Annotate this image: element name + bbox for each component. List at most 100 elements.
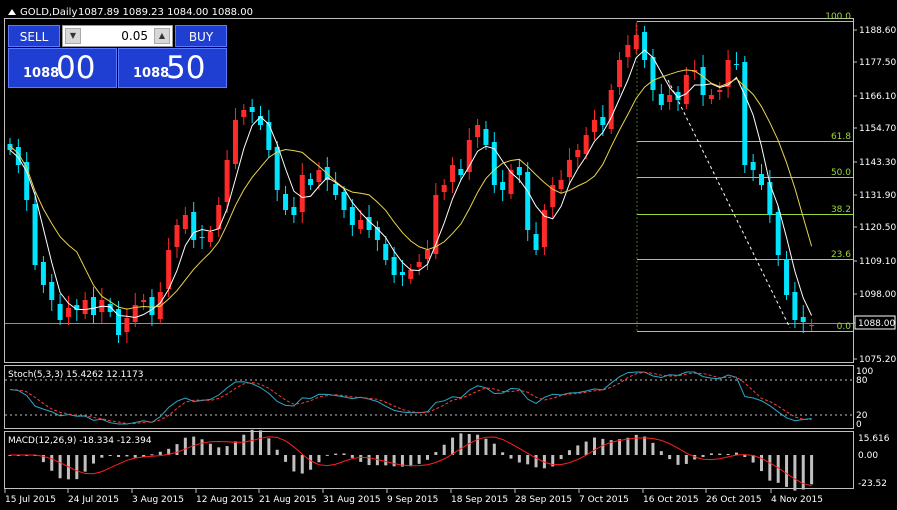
candle-body (391, 257, 397, 275)
macd-histogram-bar (41, 455, 45, 463)
candle-body (592, 120, 597, 132)
candle-body (166, 250, 172, 289)
macd-histogram-bar (359, 455, 363, 462)
price-tick-label: 1177.50 (859, 58, 896, 68)
price-tick-label: 1120.50 (859, 223, 896, 233)
sell-price[interactable]: 1088 00 (8, 48, 117, 88)
candle-body (408, 270, 414, 279)
date-tick-label: 4 Nov 2015 (771, 495, 823, 505)
fibo-level-label: 0.0 (837, 322, 852, 332)
macd-histogram-bar (509, 455, 513, 459)
lot-decrease-icon[interactable]: ▼ (65, 28, 81, 44)
buy-price-main: 1088 (133, 66, 170, 81)
candle-body (40, 262, 46, 285)
macd-histogram-bar (434, 452, 438, 455)
macd-histogram-bar (142, 455, 146, 457)
macd-histogram-bar (668, 455, 672, 460)
date-tick-label: 24 Jul 2015 (68, 495, 119, 505)
main-chart-frame (4, 18, 854, 363)
sell-button[interactable]: SELL (8, 25, 60, 47)
macd-histogram-bar (392, 455, 396, 467)
candle-body (583, 135, 589, 154)
candle-body (24, 162, 30, 200)
candle-body (700, 67, 706, 95)
fibo-trend-line (667, 79, 791, 329)
macd-histogram-bar (542, 455, 546, 469)
macd-histogram-bar (526, 455, 530, 465)
candle-body (558, 180, 564, 189)
macd-histogram-bar (400, 455, 404, 467)
date-axis: 15 Jul 2015 24 Jul 2015 3 Aug 2015 12 Aug 2… (4, 489, 823, 505)
candle-body (182, 215, 188, 229)
candle-body (241, 110, 247, 117)
candle-body (157, 292, 163, 319)
candle-body (232, 120, 238, 164)
stoch-label: Stoch(5,3,3) 15.4262 12.1173 (8, 370, 143, 380)
macd-histogram-bar (634, 434, 638, 455)
candle-body (466, 140, 472, 172)
macd-histogram-bar (567, 450, 571, 455)
candle-body (733, 64, 739, 65)
candle-body (441, 185, 447, 192)
candle-body (366, 217, 372, 230)
lot-size-input[interactable] (85, 28, 150, 44)
buy-button[interactable]: BUY (175, 25, 227, 47)
fibo-level-label: 50.0 (831, 168, 851, 178)
macd-histogram-bar (275, 449, 279, 455)
macd-histogram-bar (325, 454, 329, 456)
macd-histogram-bar (651, 442, 655, 455)
macd-histogram-bar (760, 455, 763, 472)
date-tick-label: 18 Sep 2015 (451, 495, 508, 505)
collapse-arrow-icon[interactable] (8, 9, 16, 15)
macd-histogram-bar (576, 445, 580, 455)
lot-increase-icon[interactable]: ▲ (154, 28, 170, 44)
macd-histogram-bar (225, 446, 229, 455)
price-axis: 1188.60 1177.50 1166.10 1154.70 1143.30 1131.… (853, 26, 896, 365)
buy-price-pips: 50 (166, 50, 206, 86)
macd-axis-label: -23.52 (858, 479, 887, 489)
macd-histogram-bar (342, 453, 346, 455)
candle-body (7, 144, 13, 150)
macd-histogram-bar (459, 433, 463, 455)
candle-body (191, 212, 197, 240)
candle-body (717, 90, 723, 92)
macd-histogram-bar (292, 455, 296, 472)
buy-price[interactable]: 1088 50 (118, 48, 227, 88)
macd-histogram-bar (208, 443, 212, 455)
date-tick-label: 15 Jul 2015 (5, 495, 56, 505)
macd-histogram-bar (309, 455, 313, 470)
macd-histogram-bar (751, 455, 755, 463)
candle-body (32, 204, 38, 265)
candle-body (49, 282, 55, 300)
macd-histogram-bar (83, 455, 87, 472)
macd-histogram-bar (375, 455, 379, 466)
macd-panel: 15.616 0.00 -23.52 (8, 429, 890, 491)
macd-histogram-bar (776, 455, 780, 483)
candle-body (57, 304, 63, 320)
candle-body (316, 170, 322, 182)
macd-histogram-bar (476, 434, 480, 455)
macd-histogram-bar (793, 455, 797, 491)
candle-body (374, 227, 380, 240)
macd-histogram-bar (559, 455, 563, 460)
main-chart-layer: 100.0 61.8 50.0 38.2 23.6 0.0 (5, 12, 853, 343)
candle-body (667, 95, 673, 102)
candle-body (207, 232, 213, 242)
macd-histogram-bar (484, 438, 488, 455)
candle-body (15, 147, 21, 165)
candle-body (308, 179, 314, 185)
candle-body (433, 195, 439, 254)
candle-body (458, 169, 464, 175)
macd-histogram-bar (659, 451, 663, 455)
macd-histogram-bar (158, 451, 162, 455)
chart-symbol: GOLD,Daily (20, 7, 77, 18)
candle-body (642, 32, 648, 60)
stoch-axis-label: 0 (856, 420, 862, 430)
candle-body (107, 304, 113, 312)
macd-histogram-bar (743, 455, 747, 457)
candle-body (575, 150, 581, 157)
candle-body (82, 300, 88, 314)
fast-moving-average-line (9, 49, 813, 319)
